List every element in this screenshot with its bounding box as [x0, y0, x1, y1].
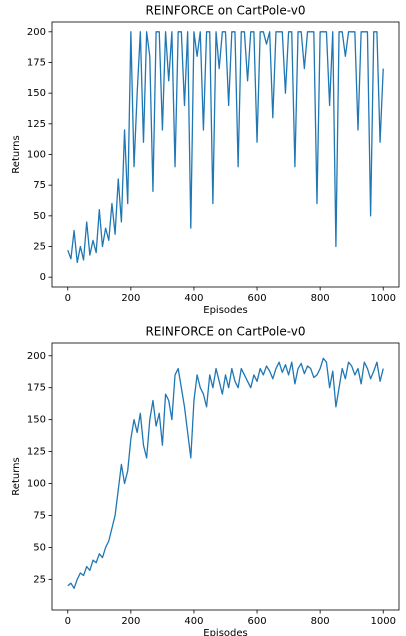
chart-title: REINFORCE on CartPole-v0	[145, 4, 305, 18]
y-tick-label: 75	[33, 180, 46, 191]
y-tick-label: 75	[33, 510, 46, 521]
x-tick-label: 1000	[371, 293, 396, 304]
x-tick-label: 0	[65, 293, 71, 304]
y-axis-label: Returns	[11, 457, 22, 495]
x-tick-label: 800	[311, 616, 330, 627]
x-tick-label: 0	[65, 616, 71, 627]
y-tick-label: 0	[40, 272, 46, 283]
x-tick-label: 600	[247, 616, 266, 627]
x-tick-label: 200	[121, 616, 140, 627]
y-tick-label: 125	[27, 447, 46, 458]
y-tick-label: 175	[27, 383, 46, 394]
data-line	[67, 31, 384, 264]
y-tick-label: 25	[33, 242, 46, 253]
y-tick-label: 150	[27, 88, 46, 99]
y-tick-label: 200	[27, 27, 46, 38]
x-tick-label: 200	[121, 293, 140, 304]
y-tick-label: 100	[27, 150, 46, 161]
x-axis-label: Episodes	[203, 305, 247, 316]
x-tick-label: 600	[247, 293, 266, 304]
x-axis-label: Episodes	[203, 628, 247, 636]
y-tick-label: 25	[33, 574, 46, 585]
y-tick-label: 125	[27, 119, 46, 130]
axes-frame	[51, 21, 400, 288]
y-tick-label: 50	[33, 211, 46, 222]
y-tick-label: 175	[27, 57, 46, 68]
axes-frame	[51, 342, 400, 611]
y-axis-label: Returns	[11, 135, 22, 173]
x-tick-label: 800	[311, 293, 330, 304]
data-line	[67, 357, 384, 589]
x-tick-label: 1000	[371, 616, 396, 627]
y-tick-label: 150	[27, 415, 46, 426]
y-tick-label: 100	[27, 479, 46, 490]
y-tick-label: 50	[33, 542, 46, 553]
x-tick-label: 400	[184, 293, 203, 304]
y-tick-label: 200	[27, 351, 46, 362]
x-tick-label: 400	[184, 616, 203, 627]
chart-title: REINFORCE on CartPole-v0	[145, 325, 305, 339]
